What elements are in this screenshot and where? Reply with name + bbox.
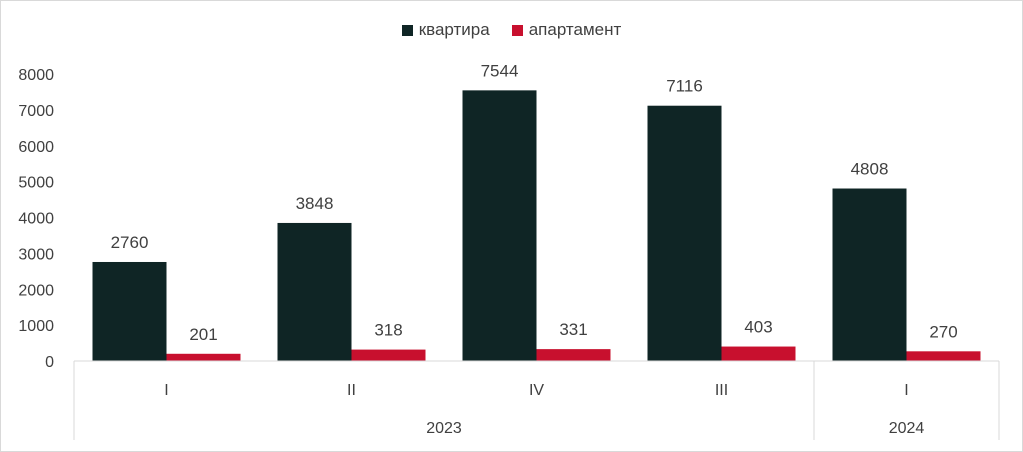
x-group-label: 2023 [426,420,462,437]
legend-item-apartment-flat: квартира [401,20,490,40]
data-label: 2760 [111,233,149,252]
data-label: 270 [929,322,957,341]
bar-suite [721,346,796,361]
legend-swatch-flat [401,24,413,36]
x-tick-label: I [904,382,908,399]
data-label: 331 [559,320,587,339]
data-label: 3848 [296,194,334,213]
y-tick-label: 1000 [18,318,54,335]
data-label: 7544 [481,61,519,80]
y-tick-label: 7000 [18,103,54,120]
data-label: 318 [374,321,402,340]
data-label: 201 [189,325,217,344]
data-label: 7116 [666,77,703,96]
y-tick-label: 8000 [18,67,54,84]
bars: 2760 201 3848 318 7544 331 7116 403 4808 270 [92,61,981,361]
bar-suite [536,349,611,361]
chart-legend: квартира апартамент [0,20,1023,40]
x-tick-label: II [347,382,356,399]
x-tick-label: I [164,382,168,399]
y-tick-label: 5000 [18,175,54,192]
y-tick-label: 4000 [18,211,54,228]
y-tick-label: 0 [45,354,54,371]
legend-label-flat: квартира [418,20,490,39]
bar-flat [647,105,722,361]
x-tick-label: III [715,382,728,399]
bar-suite [906,351,981,361]
y-tick-label: 3000 [18,246,54,263]
data-label: 403 [744,318,772,337]
legend-label-suite: апартамент [528,20,622,39]
bar-flat [92,261,167,361]
legend-item-apartment-suite: апартамент [511,20,622,40]
x-group-label: 2024 [889,420,925,437]
y-axis: 0 1000 2000 3000 4000 5000 6000 7000 8000 [18,67,54,371]
x-tick-label: IV [529,382,544,399]
bar-flat [462,90,537,361]
bar-flat [832,188,907,361]
y-tick-label: 6000 [18,139,54,156]
bar-flat [277,222,352,361]
data-label: 4808 [851,160,889,179]
legend-swatch-suite [511,24,523,36]
bar-suite [351,349,426,361]
y-tick-label: 2000 [18,282,54,299]
bar-suite [166,353,241,361]
